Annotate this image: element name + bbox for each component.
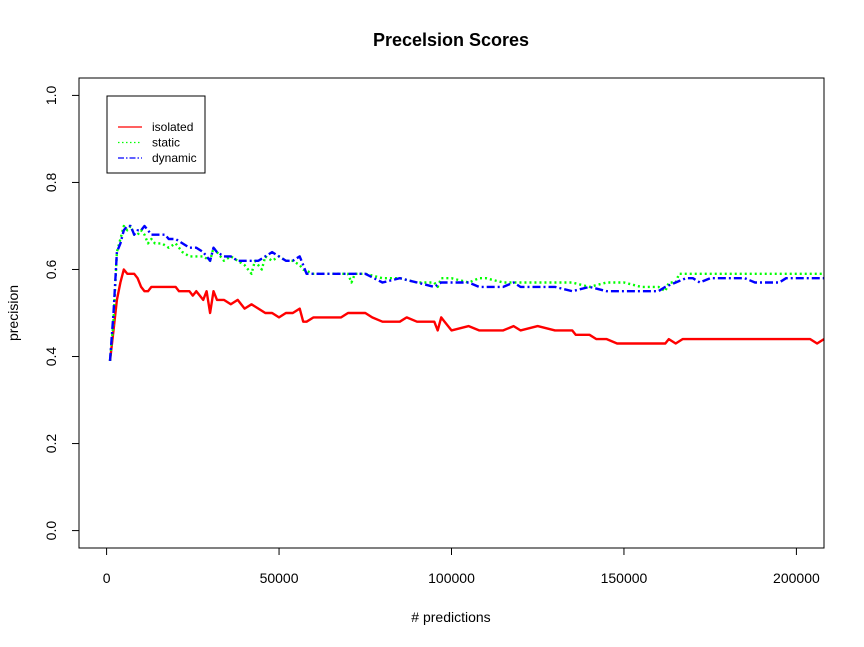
y-axis: 0.0 0.2 0.4 0.6 0.8 1.0 xyxy=(43,85,80,541)
y-tick-label: 0.8 xyxy=(43,173,59,193)
x-axis-label: # predictions xyxy=(411,609,490,625)
legend-label-static: static xyxy=(152,136,180,150)
legend-box xyxy=(106,95,206,174)
y-tick-label: 0.4 xyxy=(43,347,59,367)
y-tick-label: 0.0 xyxy=(43,521,59,541)
series-line-isolated xyxy=(108,268,825,362)
x-tick-label: 50000 xyxy=(260,570,299,586)
y-tick-label: 0.6 xyxy=(43,260,59,280)
x-tick-label: 100000 xyxy=(428,570,475,586)
series-layer xyxy=(108,224,825,362)
y-tick-label: 1.0 xyxy=(43,85,59,105)
x-axis: 0 50000 100000 150000 200000 xyxy=(103,547,820,586)
series-line-dynamic xyxy=(108,224,824,361)
x-tick-label: 150000 xyxy=(601,570,648,586)
series-line-static xyxy=(108,224,824,362)
chart-title: Precelsion Scores xyxy=(373,30,529,50)
legend-label-isolated: isolated xyxy=(152,120,193,134)
y-tick-label: 0.2 xyxy=(43,434,59,454)
x-tick-label: 200000 xyxy=(773,570,820,586)
x-tick-label: 0 xyxy=(103,570,111,586)
legend-label-dynamic: dynamic xyxy=(152,151,197,165)
y-axis-label: precision xyxy=(5,285,21,341)
